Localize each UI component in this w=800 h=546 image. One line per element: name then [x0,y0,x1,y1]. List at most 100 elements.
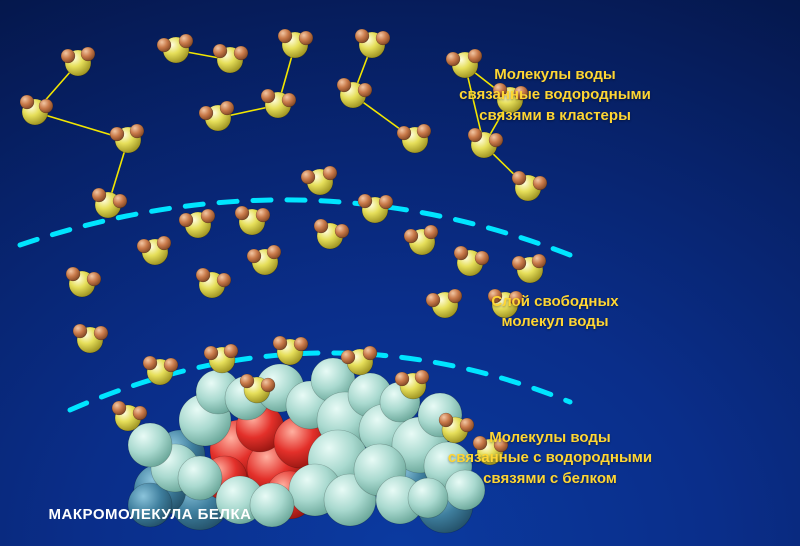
hydrogen-atom [355,29,369,43]
hydrogen-atom [39,99,53,113]
water-molecule [397,124,431,153]
water-molecule [199,101,234,131]
hydrogen-atom [143,356,157,370]
hydrogen-atom [532,254,546,268]
hydrogen-atom [323,166,337,180]
label-free-layer: Слой свободныхмолекул воды [440,292,670,333]
hydrogen-atom [235,206,249,220]
hydrogen-atom [213,44,227,58]
hydrogen-atom [179,34,193,48]
hydrogen-atom [335,224,349,238]
hydrogen-atom [358,83,372,97]
hydrogen-atom [204,346,218,360]
hydrogen-atom [379,195,393,209]
water-molecule [337,78,372,108]
hydrogen-atom [417,124,431,138]
water-molecule [204,344,238,373]
hydrogen-atom [92,188,106,202]
hydrogen-atom [112,401,126,415]
hydrogen-atom [468,128,482,142]
protein-atom [178,456,222,500]
hydrogen-atom [20,95,34,109]
hydrogen-atom [439,413,453,427]
label-clusters: Молекулы водысвязанные водороднымисвязям… [435,65,675,126]
water-molecule [179,209,215,238]
hydrogen-atom [201,209,215,223]
water-molecule [512,254,546,283]
water-molecule [358,194,393,223]
hydrogen-atom [404,229,418,243]
water-molecule [235,206,270,235]
water-molecule [92,188,127,218]
diagram-stage: Молекулы водысвязанные водороднымисвязям… [0,0,800,546]
hydrogen-atom [341,350,355,364]
water-molecule [355,29,390,58]
hydrogen-atom [113,194,127,208]
hydrogen-atom [157,38,171,52]
hydrogen-atom [267,245,281,259]
hydrogen-atom [247,249,261,263]
water-molecule [273,336,308,365]
water-molecule [301,166,337,195]
hydrogen-atom [512,171,526,185]
label-protein-bound: Молекулы водысвязанные с водороднымисвяз… [425,428,675,489]
hydrogen-atom [376,31,390,45]
hydrogen-atom [475,251,489,265]
hydrogen-atom [468,49,482,63]
water-molecule [20,95,53,125]
hydrogen-atom [314,219,328,233]
water-molecule [66,267,101,297]
water-molecule [247,245,281,275]
hydrogen-atom [137,239,151,253]
hydrogen-atom [133,406,147,420]
hydrogen-atom [164,358,178,372]
protein-atom [128,423,172,467]
hydrogen-atom [234,46,248,60]
water-molecule [404,225,438,255]
water-molecule [278,29,313,58]
hydrogen-atom [363,346,377,360]
hydrogen-atom [358,194,372,208]
water-molecule [157,34,193,63]
hydrogen-atom [199,106,213,120]
water-molecule [213,44,248,73]
water-molecule [454,246,489,276]
hydrogen-atom [454,246,468,260]
hydrogen-atom [110,127,124,141]
hydrogen-atom [87,272,101,286]
water-molecule [137,236,171,265]
hydrogen-atom [196,268,210,282]
hydrogen-atom [256,208,270,222]
hydrogen-atom [395,372,409,386]
hydrogen-atom [261,378,275,392]
hydrogen-atom [337,78,351,92]
water-molecule [512,171,547,201]
hydrogen-atom [446,52,460,66]
hydrogen-atom [220,101,234,115]
caption-protein: МАКРОМОЛЕКУЛА БЕЛКА [0,506,300,523]
hydrogen-atom [157,236,171,250]
hydrogen-atom [217,273,231,287]
hydrogen-atom [282,93,296,107]
hydrogen-atom [533,176,547,190]
hydrogen-atom [301,170,315,184]
hydrogen-atom [94,326,108,340]
hydrogen-atom [489,133,503,147]
hydrogen-atom [179,213,193,227]
water-molecule [468,128,503,158]
water-molecule [314,219,349,249]
hydrogen-atom [397,126,411,140]
hydrogen-atom [426,293,440,307]
hydrogen-atom [240,374,254,388]
water-molecule [61,47,95,76]
hydrogen-atom [66,267,80,281]
hydrogen-atom [512,256,526,270]
water-molecule [196,268,231,298]
hydrogen-atom [261,89,275,103]
hydrogen-atom [415,370,429,384]
hydrogen-atom [278,29,292,43]
water-molecule [73,324,108,353]
hydrogen-atom [61,49,75,63]
hydrogen-atom [73,324,87,338]
hydrogen-atom [224,344,238,358]
